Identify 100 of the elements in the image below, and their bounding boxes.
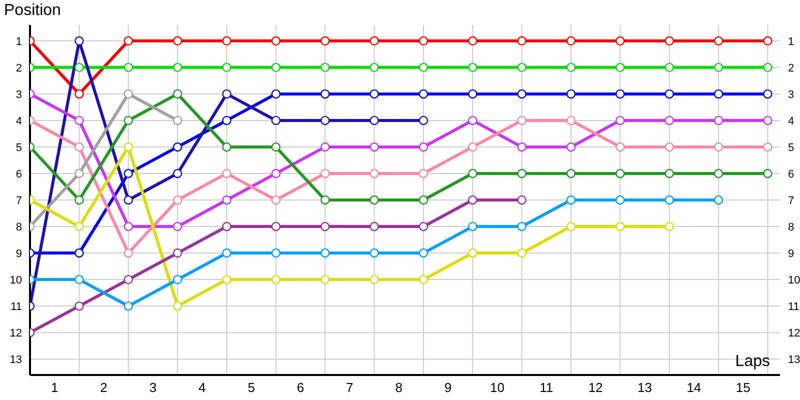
- point: [320, 62, 330, 72]
- x-tick-label: 9: [444, 380, 452, 396]
- point: [664, 222, 674, 232]
- point: [320, 116, 330, 126]
- point: [124, 195, 133, 205]
- point: [418, 36, 428, 46]
- point: [222, 116, 232, 126]
- point: [320, 274, 330, 284]
- point: [74, 62, 84, 72]
- point: [566, 89, 576, 99]
- x-tick-label: 11: [540, 380, 554, 396]
- point: [271, 248, 280, 258]
- x-tick-label: 7: [346, 380, 354, 396]
- point: [714, 116, 724, 126]
- point: [172, 62, 182, 72]
- point: [616, 62, 625, 72]
- point: [714, 195, 724, 205]
- point: [222, 89, 232, 99]
- point: [714, 142, 724, 152]
- point: [271, 142, 280, 152]
- point: [370, 274, 379, 284]
- point: [418, 89, 428, 99]
- point: [172, 195, 182, 205]
- y2-tick-label: 10: [788, 274, 800, 286]
- point: [616, 89, 625, 99]
- point: [172, 222, 182, 232]
- point: [222, 62, 232, 72]
- point: [74, 274, 84, 284]
- point: [517, 142, 526, 152]
- point: [664, 195, 674, 205]
- point: [370, 195, 379, 205]
- point: [370, 222, 379, 232]
- y-axis-title: Position: [4, 2, 61, 20]
- point: [664, 116, 674, 126]
- point: [714, 168, 724, 178]
- point: [714, 89, 724, 99]
- point: [74, 89, 84, 99]
- point: [370, 116, 379, 126]
- point: [271, 62, 280, 72]
- point: [222, 195, 232, 205]
- point: [616, 195, 625, 205]
- x-tick-label: 1: [50, 380, 58, 396]
- point: [222, 36, 232, 46]
- point: [370, 248, 379, 258]
- point: [271, 168, 280, 178]
- point: [74, 36, 84, 46]
- point: [616, 142, 625, 152]
- x-tick-label: 8: [395, 380, 402, 396]
- x-tick-label: 12: [588, 380, 603, 396]
- x-tick-label: 4: [198, 380, 206, 396]
- y2-tick-label: 13: [788, 354, 800, 366]
- point: [517, 222, 526, 232]
- x-tick-label: 14: [686, 380, 702, 396]
- point: [468, 142, 478, 152]
- point: [664, 36, 674, 46]
- point: [566, 142, 576, 152]
- x-tick-label: 13: [638, 380, 652, 396]
- point: [172, 142, 182, 152]
- point: [370, 89, 379, 99]
- x-tick-label: 6: [296, 380, 304, 396]
- y-tick-label: 10: [10, 274, 22, 286]
- point: [222, 222, 232, 232]
- y-tick-label: 3: [16, 88, 22, 101]
- point: [124, 222, 133, 232]
- y2-tick-label: 3: [788, 88, 794, 101]
- point: [172, 168, 182, 178]
- point: [418, 116, 428, 126]
- point: [370, 62, 379, 72]
- point: [616, 116, 625, 126]
- point: [763, 168, 772, 178]
- y-tick-label: 8: [16, 221, 22, 234]
- point: [468, 195, 478, 205]
- point: [664, 142, 674, 152]
- point: [468, 248, 478, 258]
- x-tick-label: 3: [149, 380, 157, 396]
- point: [763, 62, 772, 72]
- x-axis-title: Laps: [735, 353, 770, 371]
- point: [124, 36, 133, 46]
- y-tick-label: 5: [16, 142, 22, 154]
- point: [271, 195, 280, 205]
- point: [124, 168, 133, 178]
- point: [468, 89, 478, 99]
- y2-tick-label: 11: [788, 300, 800, 313]
- point: [271, 222, 280, 232]
- y2-tick-label: 1: [788, 36, 794, 48]
- y2-tick-label: 6: [788, 168, 794, 180]
- point: [418, 168, 428, 178]
- y-tick-label: 2: [16, 62, 22, 74]
- point: [271, 274, 280, 284]
- point: [124, 116, 133, 126]
- point: [74, 248, 84, 258]
- point: [172, 36, 182, 46]
- point: [418, 248, 428, 258]
- point: [172, 301, 182, 311]
- point: [271, 36, 280, 46]
- point: [172, 89, 182, 99]
- x-tick-label: 15: [736, 380, 750, 396]
- point: [418, 195, 428, 205]
- point: [124, 62, 133, 72]
- point: [517, 36, 526, 46]
